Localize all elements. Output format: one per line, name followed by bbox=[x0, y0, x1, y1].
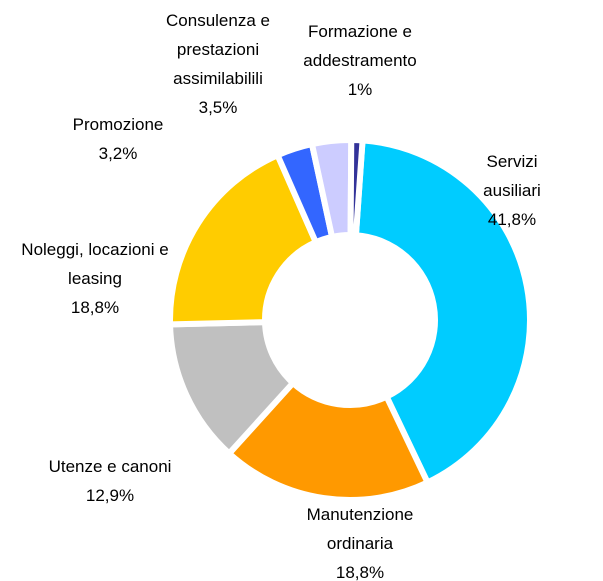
value-label: 18,8% bbox=[70, 298, 120, 317]
value-label: 1% bbox=[347, 80, 373, 99]
category-label: Consulenza e prestazioni assimilabilili bbox=[166, 11, 270, 88]
value-label: 18,8% bbox=[335, 563, 385, 581]
slice-label: Noleggi, locazioni e leasing 18,8% bbox=[21, 235, 168, 322]
slice-label: Promozione 3,2% bbox=[73, 110, 164, 168]
slice-label: Servizi ausiliari 41,8% bbox=[467, 147, 558, 234]
value-label: 12,9% bbox=[85, 486, 135, 505]
slice bbox=[167, 151, 320, 328]
slice-label: Utenze e canoni 12,9% bbox=[49, 452, 172, 510]
value-label: 3,5% bbox=[198, 98, 238, 117]
slice bbox=[352, 137, 533, 487]
category-label: Utenze e canoni bbox=[48, 457, 172, 476]
slice bbox=[166, 319, 298, 458]
category-label: Promozione bbox=[72, 115, 164, 134]
value-label: 3,2% bbox=[98, 144, 138, 163]
slice bbox=[347, 136, 366, 239]
category-label: Noleggi, locazioni e leasing bbox=[21, 240, 169, 288]
category-label: Servizi ausiliari bbox=[483, 152, 541, 200]
slice-label: Formazione e addestramento 1% bbox=[303, 17, 416, 104]
slice bbox=[224, 378, 432, 503]
slice-label: Manutenzione ordinaria 18,8% bbox=[307, 500, 414, 581]
category-label: Manutenzione ordinaria bbox=[306, 505, 414, 553]
slice-label: Consulenza e prestazioni assimilabilili 3… bbox=[166, 6, 270, 122]
value-label: 41,8% bbox=[487, 210, 537, 229]
category-label: Formazione e addestramento bbox=[303, 22, 417, 70]
